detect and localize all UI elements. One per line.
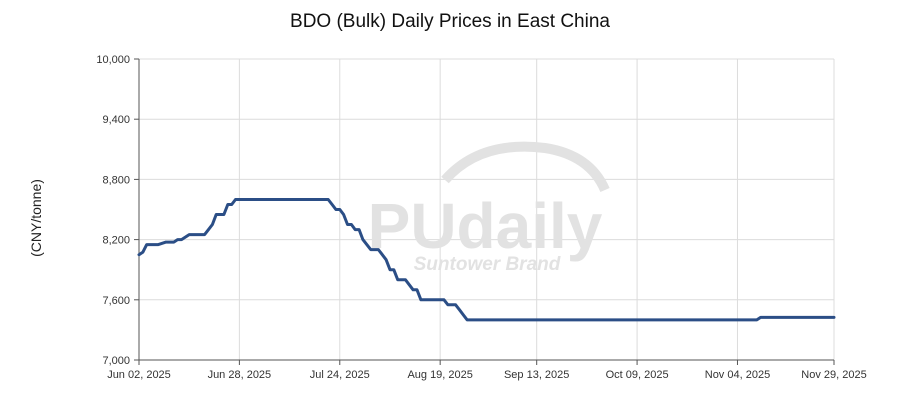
tick-labels: 7,000 7,600 8,200 8,800 9,400 10,000 Jun 02, 2… xyxy=(96,54,866,381)
x-tick-label: Jul 24, 2025 xyxy=(310,369,370,381)
x-tick-label: Aug 19, 2025 xyxy=(407,369,472,381)
x-tick-label: Jun 02, 2025 xyxy=(107,369,171,381)
x-tick-label: Jun 28, 2025 xyxy=(208,369,272,381)
watermark-main: PUdaily xyxy=(368,190,603,262)
y-tick-label: 8,800 xyxy=(102,174,130,186)
y-tick-label: 8,200 xyxy=(102,235,130,247)
x-tick-label: Oct 09, 2025 xyxy=(606,369,669,381)
x-tick-label: Sep 13, 2025 xyxy=(504,369,569,381)
axes xyxy=(134,58,835,365)
y-tick-label: 7,600 xyxy=(102,295,130,307)
price-series-line xyxy=(137,198,836,322)
y-tick-label: 10,000 xyxy=(96,54,130,66)
watermark-sub: Suntower Brand xyxy=(414,254,561,275)
x-tick-label: Nov 29, 2025 xyxy=(801,369,866,381)
y-tick-label: 7,000 xyxy=(102,355,130,367)
series xyxy=(137,198,836,322)
watermark-arc xyxy=(441,141,610,193)
watermark: PUdaily Suntower Brand xyxy=(368,141,610,275)
chart-title: BDO (Bulk) Daily Prices in East China xyxy=(290,11,610,32)
x-tick-label: Nov 04, 2025 xyxy=(705,369,770,381)
y-tick-label: 9,400 xyxy=(102,114,130,126)
